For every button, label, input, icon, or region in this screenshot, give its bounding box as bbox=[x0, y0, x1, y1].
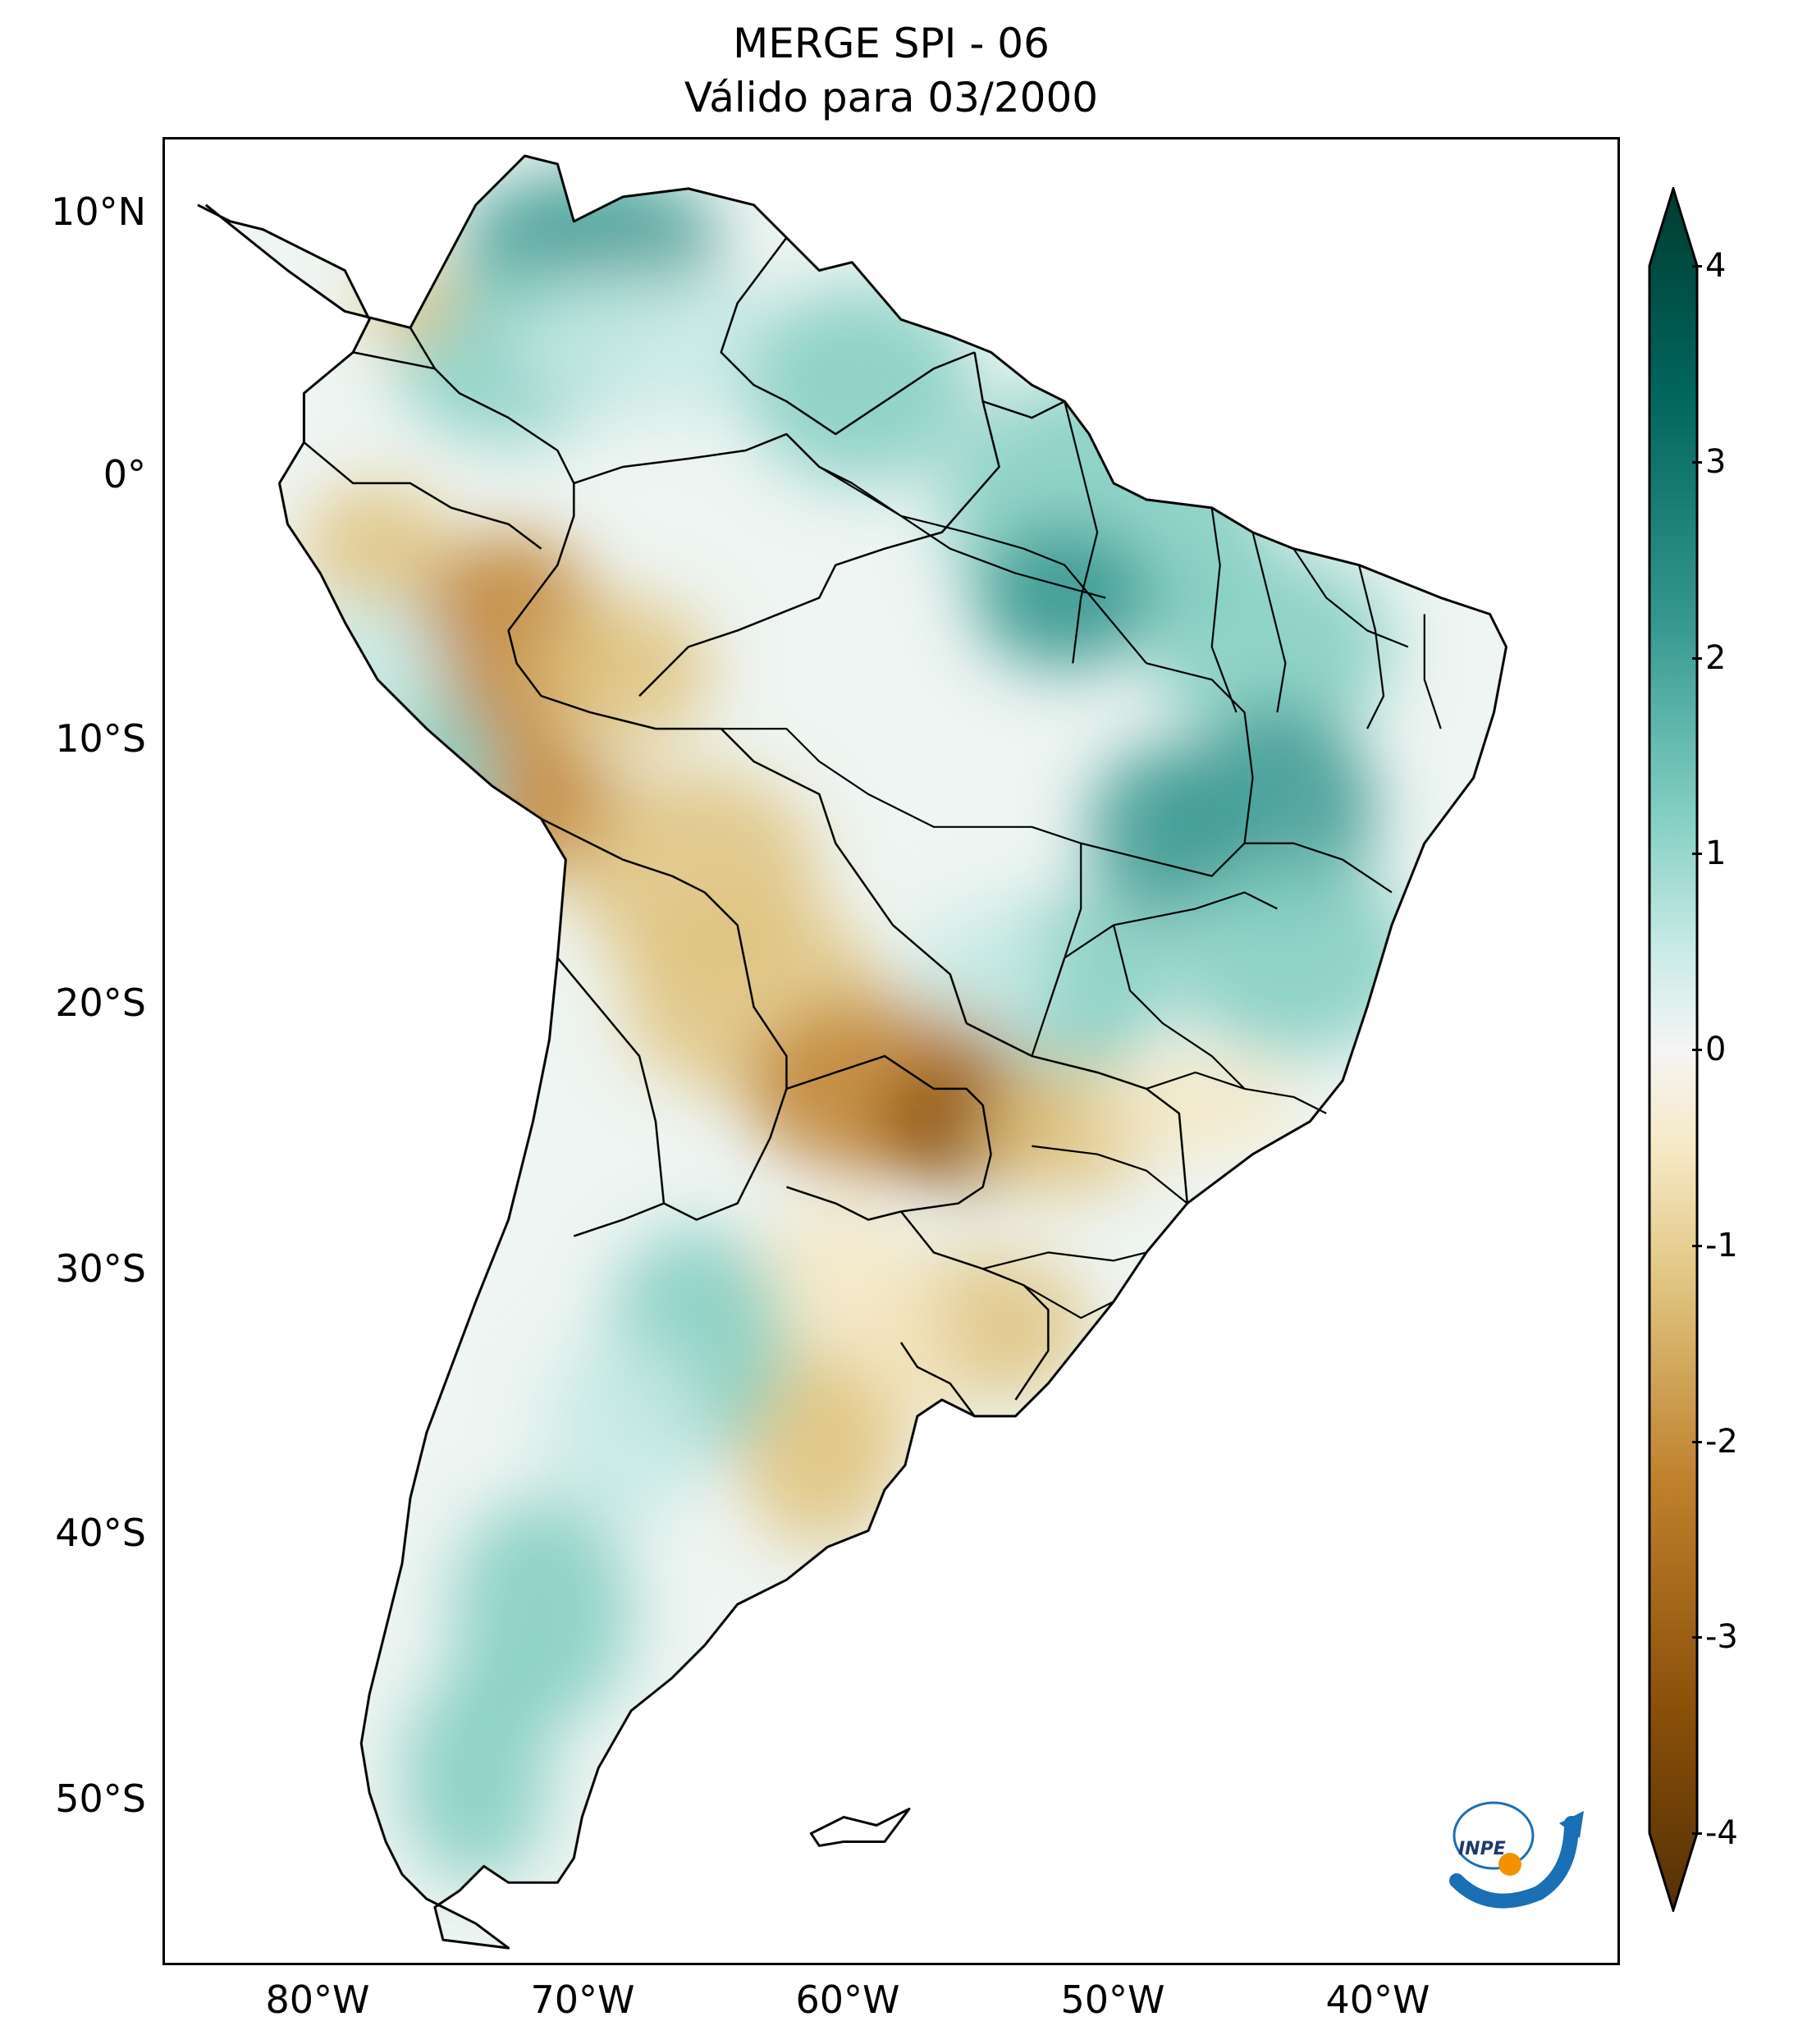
lat-label-10s: 10°S bbox=[55, 716, 146, 761]
state-borders bbox=[721, 400, 1442, 1319]
logo-orbit bbox=[1453, 1801, 1535, 1870]
spi-anomaly-region bbox=[328, 688, 492, 868]
colorbar-tick-mark bbox=[1692, 265, 1702, 268]
colorbar-tick-label: 2 bbox=[1705, 638, 1727, 677]
spi-anomaly-region bbox=[737, 1351, 901, 1548]
spi-anomaly-region bbox=[1089, 745, 1237, 926]
colorbar-tick-label: 3 bbox=[1705, 442, 1727, 481]
colorbar-tick-mark bbox=[1692, 1440, 1702, 1443]
colorbar-tick-label: 4 bbox=[1705, 247, 1727, 285]
spi-anomaly-region bbox=[1097, 1055, 1294, 1155]
logo-arrow bbox=[1559, 1811, 1584, 1838]
spi-field bbox=[197, 155, 1507, 1949]
map-title-line1: MERGE SPI - 06 bbox=[733, 20, 1050, 67]
lat-label-30s: 30°S bbox=[55, 1246, 146, 1291]
logo-swoosh bbox=[1449, 1816, 1579, 1909]
spi-anomaly-region bbox=[1146, 548, 1392, 746]
lon-label-80w: 80°W bbox=[265, 1978, 370, 2022]
colorbar-tick-mark bbox=[1692, 1244, 1702, 1247]
colorbar-tick-mark bbox=[1692, 656, 1702, 660]
spi-anomaly-region bbox=[533, 597, 713, 746]
spi-anomaly-region bbox=[402, 1669, 550, 1883]
colorbar-tick-label: -4 bbox=[1705, 1814, 1738, 1852]
colorbar-tick-mark bbox=[1692, 460, 1702, 464]
colorbar-tick-mark bbox=[1692, 1049, 1702, 1051]
inpe-logo: INPE bbox=[1449, 1801, 1584, 1909]
spi-anomaly-region bbox=[451, 1498, 632, 1727]
logo-text: INPE bbox=[1458, 1839, 1506, 1859]
colorbar-tick-mark bbox=[1692, 1636, 1702, 1639]
lon-label-40w: 40°W bbox=[1325, 1978, 1430, 2022]
coastline bbox=[197, 154, 1507, 1950]
map-frame bbox=[162, 137, 1620, 1965]
lat-label-50s: 50°S bbox=[55, 1776, 146, 1821]
colorbar-tick-label: -1 bbox=[1705, 1226, 1738, 1264]
spi-anomaly-region bbox=[974, 524, 1155, 672]
spi-anomaly-region bbox=[541, 1334, 705, 1531]
colorbar-tick-mark bbox=[1692, 853, 1702, 856]
colorbar-tick-mark bbox=[1692, 1832, 1702, 1835]
spi-anomaly-region bbox=[745, 286, 975, 483]
lat-label-10n: 10°N bbox=[51, 190, 146, 234]
colorbar bbox=[1648, 187, 1699, 1912]
lon-label-70w: 70°W bbox=[530, 1978, 635, 2022]
lon-label-60w: 60°W bbox=[795, 1978, 900, 2022]
colorbar-tick-label: -2 bbox=[1705, 1422, 1738, 1461]
lon-label-50w: 50°W bbox=[1060, 1978, 1165, 2022]
map-plot bbox=[197, 154, 1507, 1950]
spi-anomaly-region bbox=[908, 908, 1057, 1040]
colorbar-body bbox=[1648, 187, 1699, 1912]
lat-label-20s: 20°S bbox=[55, 981, 146, 1025]
spi-anomaly-region bbox=[1170, 859, 1416, 1056]
lat-label-0: 0° bbox=[103, 452, 146, 496]
country-borders bbox=[303, 236, 1189, 1417]
lat-label-40s: 40°S bbox=[55, 1511, 146, 1555]
colorbar-tick-label: 0 bbox=[1705, 1031, 1727, 1068]
map-title-line2: Válido para 03/2000 bbox=[684, 74, 1099, 121]
spi-anomaly-region bbox=[304, 482, 451, 615]
logo-sun bbox=[1498, 1853, 1521, 1876]
spi-anomaly-region bbox=[508, 270, 803, 418]
colorbar-tick-label: 1 bbox=[1705, 835, 1727, 873]
spi-anomaly-region bbox=[361, 262, 460, 345]
colorbar-tick-label: -3 bbox=[1705, 1618, 1738, 1657]
